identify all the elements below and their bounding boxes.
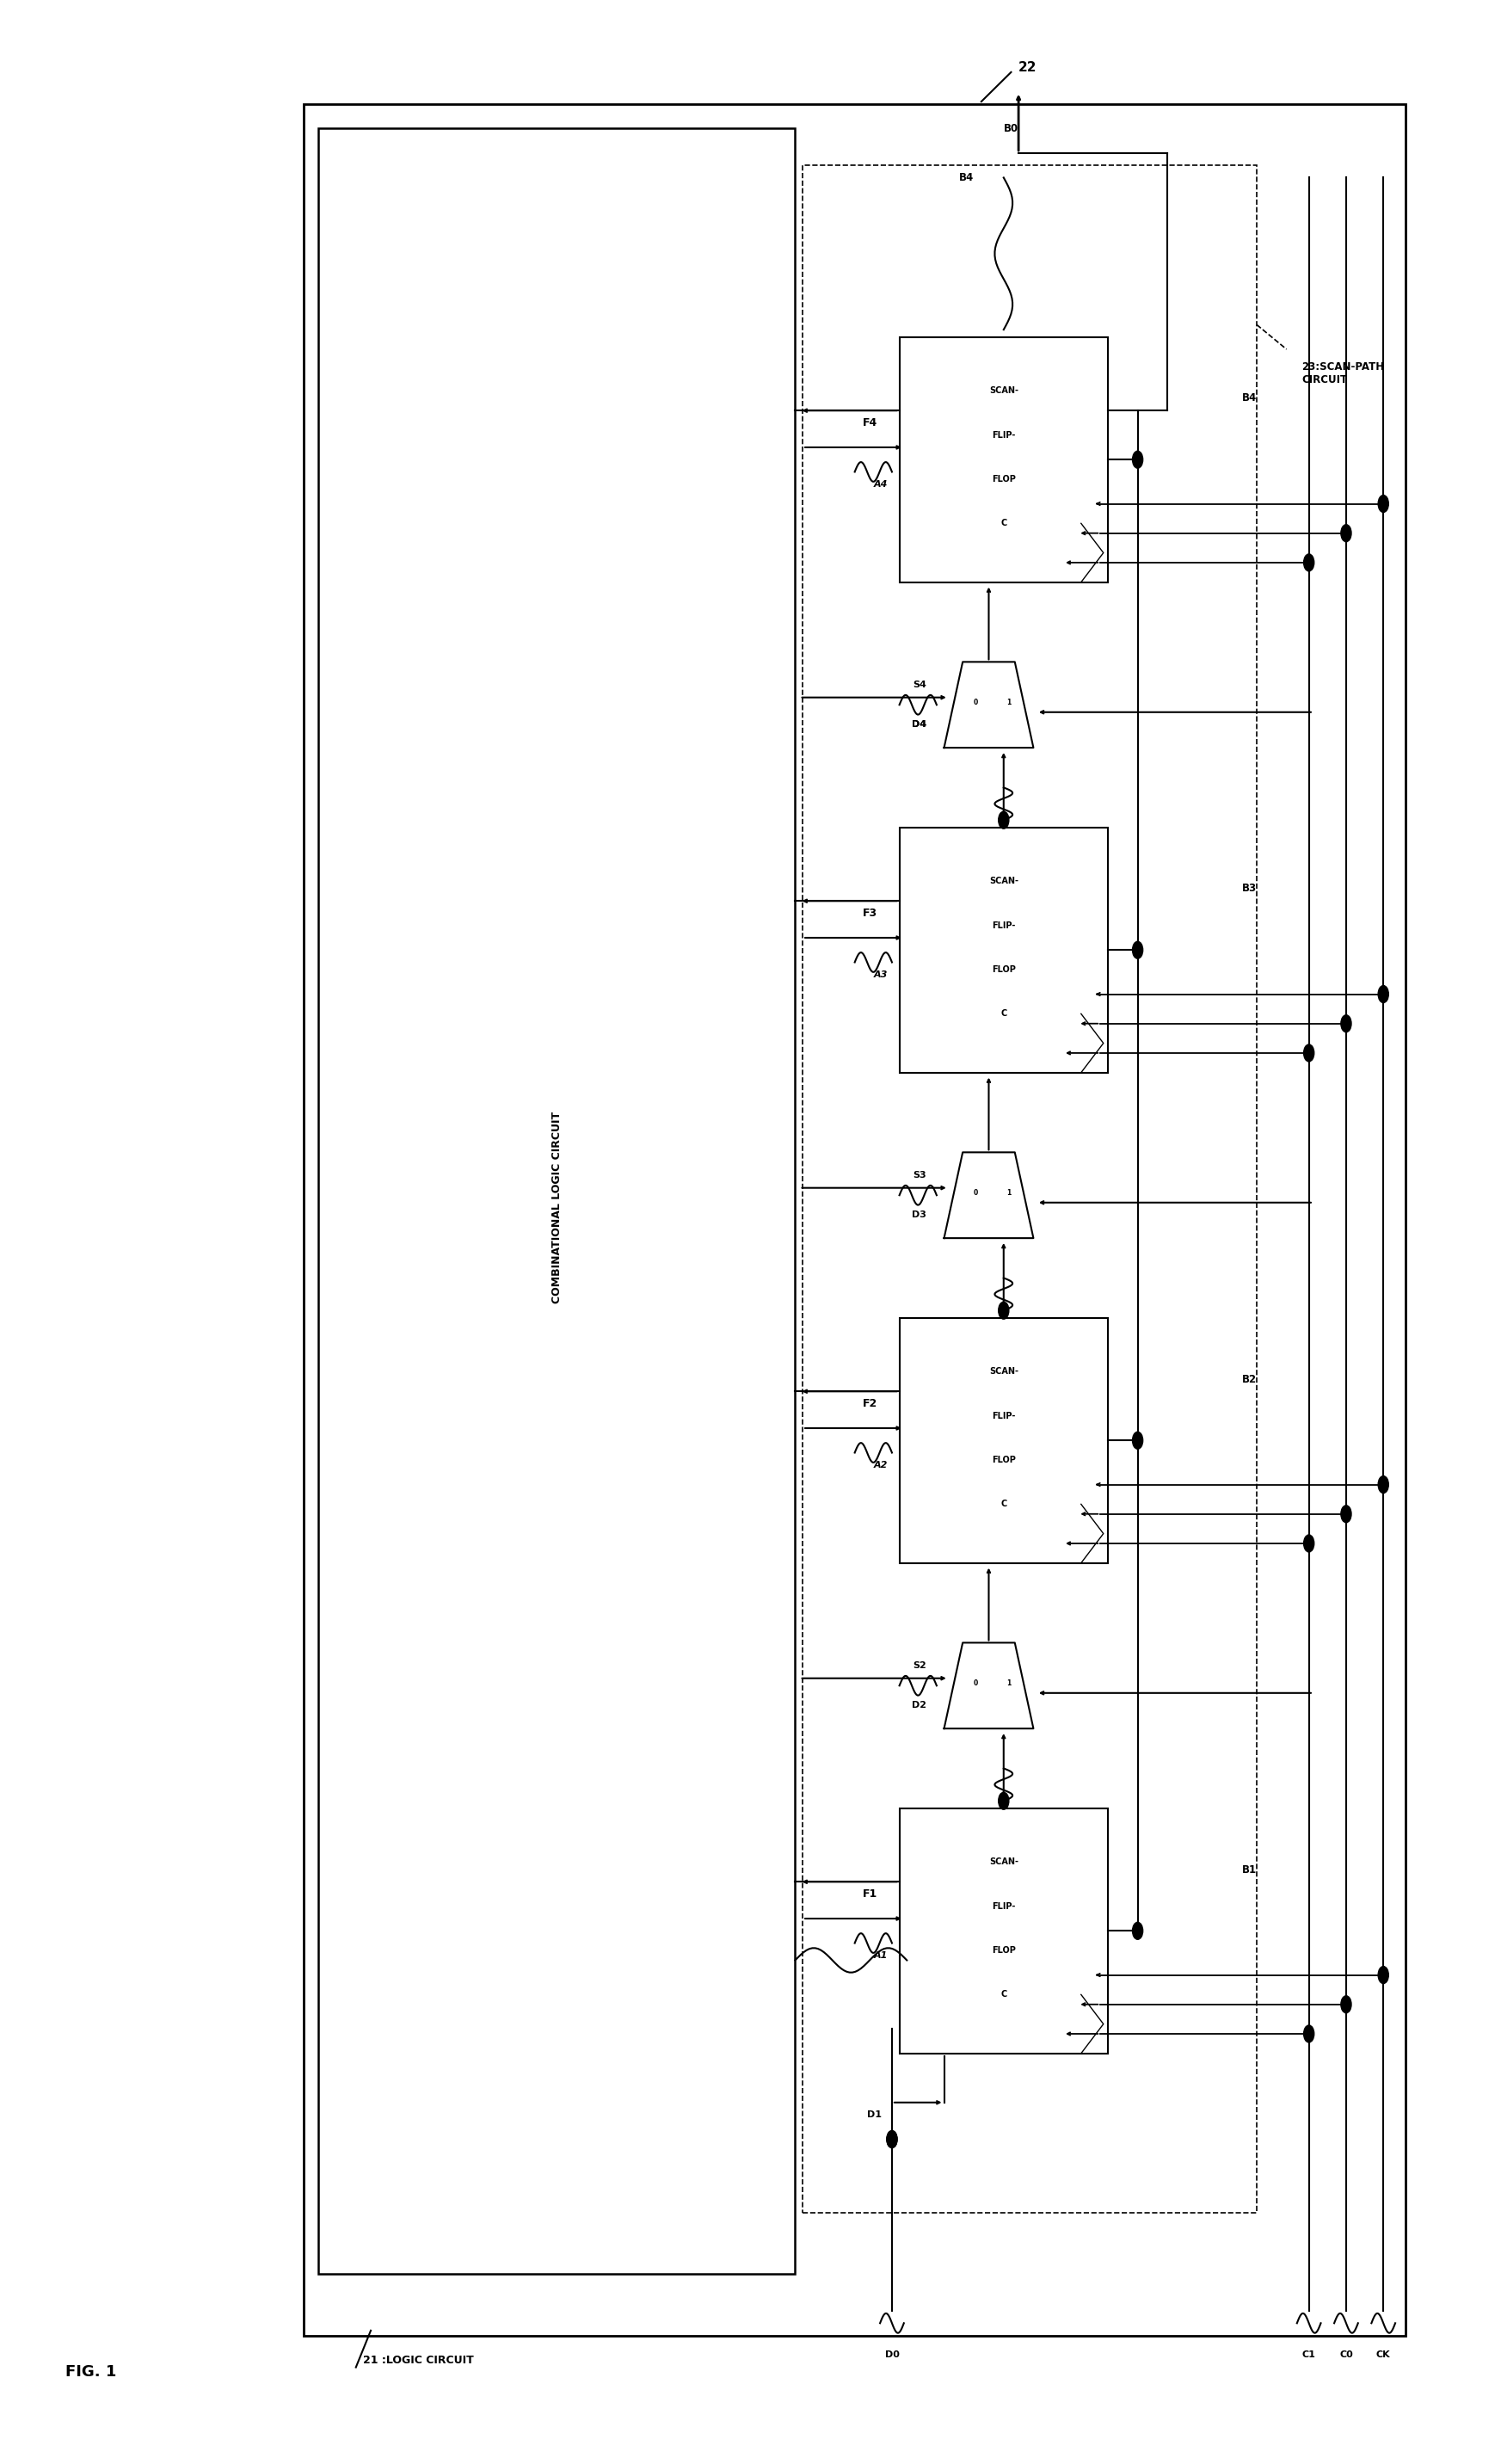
Circle shape [1132,941,1142,958]
Text: A2: A2 [874,1461,887,1469]
Text: C: C [1001,520,1007,527]
Text: SCAN-: SCAN- [989,877,1018,885]
Circle shape [887,2131,898,2149]
Text: A4: A4 [874,480,887,488]
Text: 23:SCAN-PATH
CIRCUIT: 23:SCAN-PATH CIRCUIT [1301,362,1384,387]
Text: 0: 0 [974,1190,979,1198]
Circle shape [1378,986,1388,1003]
Text: COMBINATIONAL LOGIC CIRCUIT: COMBINATIONAL LOGIC CIRCUIT [551,1111,563,1303]
Circle shape [1378,1966,1388,1984]
Circle shape [1340,1506,1351,1523]
Circle shape [998,1301,1009,1318]
Bar [303,103,1405,2336]
Text: FLIP-: FLIP- [992,922,1015,929]
Text: FLOP: FLOP [992,476,1016,483]
Circle shape [1132,1922,1142,1939]
Text: B4: B4 [959,172,974,182]
Bar [899,338,1108,582]
Text: 21 :LOGIC CIRCUIT: 21 :LOGIC CIRCUIT [363,2353,474,2365]
Text: D4: D4 [911,719,926,729]
Circle shape [1378,495,1388,513]
Text: S4: S4 [913,680,926,690]
Text: FLIP-: FLIP- [992,431,1015,439]
Text: FLOP: FLOP [992,1947,1016,1954]
Text: 22: 22 [1019,62,1037,74]
Text: 1: 1 [1007,1680,1012,1688]
Circle shape [1340,1015,1351,1032]
Text: FLOP: FLOP [992,1456,1016,1464]
Circle shape [1340,1996,1351,2013]
Text: S2: S2 [913,1661,926,1671]
Text: F4: F4 [862,416,877,429]
Text: B0: B0 [1004,123,1019,133]
Text: SCAN-: SCAN- [989,1858,1018,1865]
Circle shape [1304,2025,1313,2043]
Text: C: C [1001,1010,1007,1018]
Circle shape [998,811,1009,828]
Text: F3: F3 [863,907,877,919]
Text: 1: 1 [1007,697,1012,707]
Text: D2: D2 [911,1700,926,1710]
Text: SCAN-: SCAN- [989,387,1018,394]
Circle shape [1340,525,1351,542]
Text: D1: D1 [868,2112,881,2119]
Text: FIG. 1: FIG. 1 [66,2365,117,2380]
Text: 0: 0 [974,1680,979,1688]
Text: C1: C1 [1301,2351,1316,2361]
Text: F2: F2 [862,1397,877,1409]
Text: A3: A3 [874,971,887,978]
Text: D4: D4 [911,719,926,729]
Text: S3: S3 [913,1170,926,1180]
Text: 0: 0 [974,697,979,707]
Circle shape [1304,554,1313,572]
Text: FLIP-: FLIP- [992,1412,1015,1419]
Text: D3: D3 [911,1210,926,1220]
Circle shape [1304,1045,1313,1062]
Circle shape [998,1791,1009,1809]
Text: D0: D0 [884,2351,899,2361]
Text: A1: A1 [874,1951,887,1959]
Circle shape [887,2131,898,2149]
Bar [899,1318,1108,1562]
Text: FLIP-: FLIP- [992,1902,1015,1910]
Circle shape [1378,1476,1388,1493]
Text: B4: B4 [1241,392,1256,404]
Text: B2: B2 [1241,1372,1256,1385]
Text: C0: C0 [1339,2351,1352,2361]
Bar [318,128,796,2274]
Text: B3: B3 [1241,882,1256,894]
Text: FLOP: FLOP [992,966,1016,973]
Text: B1: B1 [1241,1863,1256,1875]
Text: CK: CK [1376,2351,1390,2361]
Text: SCAN-: SCAN- [989,1368,1018,1375]
Circle shape [1132,451,1142,468]
Text: C: C [1001,1991,1007,1998]
Circle shape [1304,1535,1313,1552]
Bar [803,165,1256,2213]
Text: 1: 1 [1007,1190,1012,1198]
Text: F1: F1 [862,1887,877,1900]
Text: C: C [1001,1501,1007,1508]
Bar [899,828,1108,1072]
Bar [899,1809,1108,2053]
Circle shape [1132,1432,1142,1449]
